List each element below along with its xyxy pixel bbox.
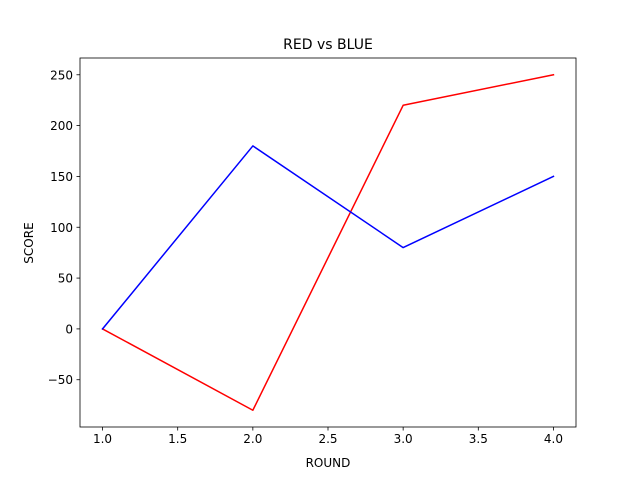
y-tick-label: 50 [58,272,73,286]
x-tick-label: 2.5 [318,432,337,446]
series-line-1 [101,145,555,330]
y-tick-label: 250 [50,68,73,82]
x-tick-label: 1.5 [168,432,187,446]
y-axis-label: SCORE [22,222,36,263]
x-tick-label: 3.5 [469,432,488,446]
x-tick-label: 2.0 [243,432,262,446]
y-tick-label: 100 [50,221,73,235]
y-tick-label: −50 [48,373,73,387]
y-tick-label: 150 [50,170,73,184]
x-tick-label: 1.0 [93,432,112,446]
plot-area: 1.0 1.5 2.0 2.5 3.0 3.5 4.0 −50 0 50 100 150 200 250 [48,57,577,446]
chart-title: RED vs BLUE [283,37,373,53]
series-line-0 [101,73,555,411]
x-tick-label: 4.0 [544,432,563,446]
x-axis-label: ROUND [306,456,351,470]
y-tick-label: 0 [65,322,73,336]
plot-frame [79,57,577,428]
y-tick-label: 200 [50,119,73,133]
x-tick-label: 3.0 [394,432,413,446]
